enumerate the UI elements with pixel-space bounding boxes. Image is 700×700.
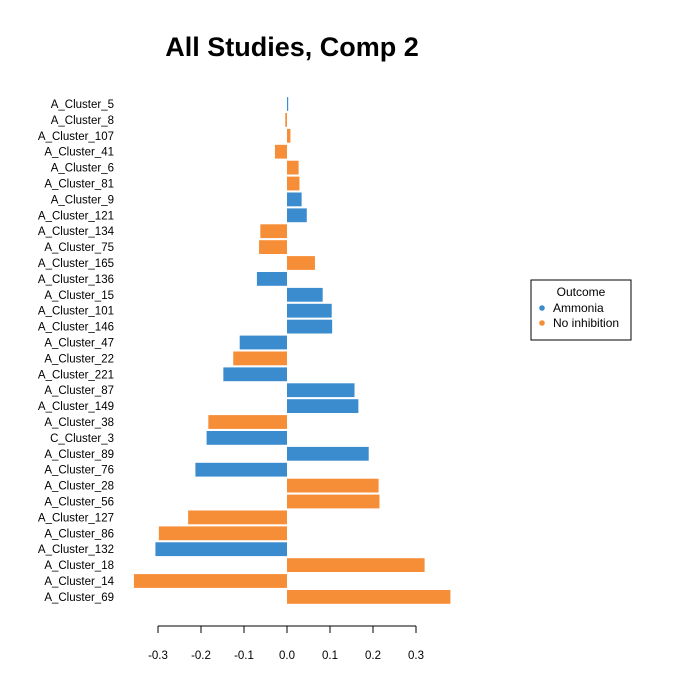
category-label: A_Cluster_56	[44, 497, 114, 509]
x-axis: -0.3 -0.2 -0.1 0.0 0.1 0.2 0.3	[148, 625, 424, 662]
category-label: A_Cluster_89	[44, 449, 114, 461]
category-label: A_Cluster_149	[38, 401, 114, 413]
x-ticks: -0.3 -0.2 -0.1 0.0 0.1 0.2 0.3	[148, 626, 424, 662]
category-label: A_Cluster_69	[44, 592, 114, 604]
legend-title: Outcome	[557, 285, 606, 299]
bar-a-cluster-221	[223, 367, 287, 382]
category-label: C_Cluster_3	[50, 433, 114, 445]
category-label: A_Cluster_41	[44, 147, 114, 159]
x-tick-label: -0.1	[234, 650, 254, 662]
category-labels: A_Cluster_5 A_Cluster_8 A_Cluster_107 A_Clu…	[38, 99, 115, 604]
bar-a-cluster-121	[287, 208, 307, 223]
bar-a-cluster-127	[188, 510, 287, 525]
x-tick-label: 0.1	[322, 650, 338, 662]
bar-a-cluster-47	[239, 335, 287, 350]
category-label: A_Cluster_127	[38, 512, 114, 524]
category-label: A_Cluster_14	[44, 576, 114, 588]
bar-a-cluster-41	[274, 144, 287, 159]
category-label: A_Cluster_81	[44, 179, 114, 191]
category-label: A_Cluster_47	[44, 338, 114, 350]
category-label: A_Cluster_18	[44, 560, 114, 572]
category-label: A_Cluster_107	[38, 131, 114, 143]
category-label: A_Cluster_86	[44, 528, 114, 540]
category-label: A_Cluster_28	[44, 481, 114, 493]
legend-marker-ammonia	[539, 305, 545, 311]
category-label: A_Cluster_132	[38, 544, 114, 556]
category-label: A_Cluster_9	[51, 194, 114, 206]
bar-a-cluster-75	[259, 240, 287, 254]
category-label: A_Cluster_101	[38, 306, 114, 318]
bar-a-cluster-22	[233, 351, 287, 366]
x-tick-label: 0.0	[279, 650, 295, 662]
category-label: A_Cluster_87	[44, 385, 114, 397]
bar-a-cluster-8	[285, 113, 287, 127]
legend-box	[530, 279, 632, 341]
category-label: A_Cluster_134	[38, 226, 115, 238]
bar-a-cluster-149	[287, 399, 359, 413]
bar-a-cluster-136	[256, 272, 287, 286]
legend-marker-no-inhibition	[539, 320, 545, 326]
category-label: A_Cluster_6	[51, 163, 114, 175]
category-label: A_Cluster_8	[51, 115, 114, 127]
bar-a-cluster-5	[287, 97, 289, 111]
legend-label: Ammonia	[553, 301, 604, 315]
bar-a-cluster-28	[287, 478, 379, 493]
bar-a-cluster-165	[287, 256, 315, 270]
legend-label: No inhibition	[553, 316, 619, 330]
bar-a-cluster-107	[287, 128, 291, 143]
category-label: A_Cluster_22	[44, 353, 114, 365]
bar-a-cluster-101	[287, 303, 332, 318]
category-label: A_Cluster_136	[38, 274, 114, 286]
bar-a-cluster-81	[287, 176, 300, 191]
x-tick-label: -0.3	[148, 650, 168, 662]
bar-a-cluster-38	[208, 415, 287, 429]
bar-a-cluster-76	[195, 462, 287, 477]
category-label: A_Cluster_38	[44, 417, 114, 429]
x-tick-label: -0.2	[191, 650, 211, 662]
category-label: A_Cluster_5	[51, 99, 114, 111]
bar-a-cluster-9	[287, 192, 302, 207]
category-label: A_Cluster_15	[44, 290, 114, 302]
category-label: A_Cluster_146	[38, 322, 114, 334]
bar-c-cluster-3	[206, 431, 287, 445]
bar-a-cluster-56	[287, 494, 380, 509]
bar-a-cluster-89	[287, 446, 369, 461]
bar-a-cluster-86	[158, 526, 287, 541]
bar-a-cluster-69	[287, 590, 451, 604]
x-tick-label: 0.2	[365, 650, 381, 662]
category-label: A_Cluster_121	[38, 210, 114, 222]
category-label: A_Cluster_76	[44, 465, 114, 477]
category-label: A_Cluster_75	[44, 242, 114, 254]
bars-group	[133, 97, 451, 604]
bar-a-cluster-6	[287, 160, 299, 175]
bar-a-cluster-146	[287, 319, 333, 334]
x-tick-label: 0.3	[408, 650, 424, 662]
category-label: A_Cluster_165	[38, 258, 114, 270]
bar-a-cluster-134	[260, 224, 287, 239]
bar-a-cluster-132	[155, 542, 287, 557]
bar-a-cluster-14	[133, 574, 287, 588]
category-label: A_Cluster_221	[38, 369, 114, 381]
bar-a-cluster-87	[287, 383, 355, 398]
chart-title: All Studies, Comp 2	[165, 32, 419, 62]
bar-a-cluster-18	[287, 558, 425, 572]
bar-a-cluster-15	[287, 287, 323, 302]
